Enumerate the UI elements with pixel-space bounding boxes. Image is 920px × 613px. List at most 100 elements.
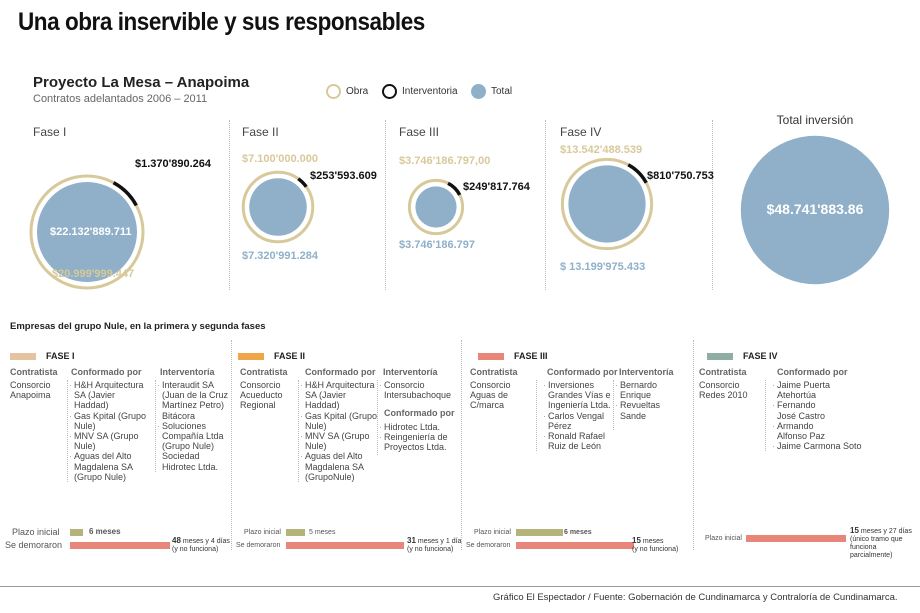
list-item: Jaime Puerta Atehortúa <box>772 380 836 400</box>
demora-label: Se demoraron <box>466 542 511 549</box>
phase-4-interventoria-label: $810'750.753 <box>647 170 714 182</box>
demora-note: (y no funciona) <box>632 546 679 553</box>
phase-4-total-label: $ 13.199'975.433 <box>560 261 646 273</box>
phase-4-label: Fase IV <box>560 125 602 139</box>
phase-1-total-label: $22.132'889.711 <box>50 226 132 238</box>
phase-3-obra-label: $3.746'186.797,00 <box>399 155 491 167</box>
plazo-number: 15 <box>850 526 859 535</box>
phase-1-interventoria-label: $1.370'890.264 <box>135 158 212 170</box>
divider <box>545 120 546 290</box>
demora-text: meses y 1 día <box>417 538 462 545</box>
list-item: Interaudit SA (Juan de la Cruz Martínez … <box>157 380 230 421</box>
contratista-value: Consorcio Redes 2010 <box>699 380 748 401</box>
plazo-label: Plazo inicial <box>705 535 742 542</box>
phase-3-plazo-bar <box>516 529 564 536</box>
fase-1-swatch <box>10 352 36 360</box>
phase-4-plazo-value: 15 meses y 27 días (único tramo que funci… <box>850 527 918 560</box>
phase-2-plazo-bar <box>286 529 306 536</box>
phase-4-total-bubble <box>568 165 646 243</box>
list-item: Carlos Vengal Pérez <box>543 411 614 431</box>
fase-1-header: FASE I <box>10 351 75 361</box>
interventoria-header: Interventoría <box>383 367 438 377</box>
demora-text: meses <box>642 538 664 545</box>
divider <box>385 120 386 290</box>
list-item: H&H Arquitectura SA (Javier Haddad) <box>300 380 378 411</box>
phase-3-total-label: $3.746'186.797 <box>399 239 476 251</box>
list-item: Aguas del Alto Magdalena SA (Grupo Nule) <box>69 451 152 482</box>
list-item: Soluciones Compañía Ltda (Grupo Nule) So… <box>157 421 230 472</box>
total-dot-icon <box>471 84 486 99</box>
interventoria-list: Bernardo Enrique Revueltas Sande <box>613 380 673 430</box>
divider <box>693 340 694 550</box>
footer-divider <box>0 586 920 587</box>
conformado-list: H&H Arquitectura SA (Javier Haddad) Gas … <box>67 380 152 483</box>
legend-total: Total <box>471 84 512 99</box>
fase-2-swatch <box>238 352 264 360</box>
phase-2-obra-ring <box>241 170 315 244</box>
fase-4-header: FASE IV <box>707 351 778 361</box>
contratista-value: Consorcio Acueducto Regional <box>240 380 283 411</box>
phase-1-demora-value: 48 meses y 4 días (y no funciona) <box>172 537 230 554</box>
obra-ring-icon <box>326 84 341 99</box>
phase-2-obra-label: $7.100'000.000 <box>242 153 319 165</box>
conformado-header: Conformado por <box>305 367 376 377</box>
phase-3-label: Fase III <box>399 125 440 139</box>
grand-total-label: $48.741'883.86 <box>766 201 864 217</box>
project-subtitle: Contratos adelantados 2006 – 2011 <box>33 93 208 105</box>
phase-1-total-bubble <box>37 182 137 282</box>
fase-3-header: FASE III <box>478 351 548 361</box>
list-item: Armando Alfonso Paz <box>772 421 836 441</box>
fase-4-name: FASE IV <box>743 351 778 361</box>
phase-1-label: Fase I <box>33 125 67 139</box>
interventoria-header: Interventoría <box>619 367 674 377</box>
plazo-note: (único tramo que funciona parcialmente) <box>850 536 903 559</box>
divider <box>461 340 462 550</box>
legend-interventoria: Interventoria <box>382 84 458 99</box>
legend-obra: Obra <box>326 84 368 99</box>
demora-number: 15 <box>632 536 641 545</box>
phase-2-total-label: $7.320'991.284 <box>242 250 319 262</box>
plazo-label: Plazo inicial <box>474 529 511 536</box>
phase-1-interventoria-arc <box>112 181 138 207</box>
list-item: Inversiones Grandes Vías e Ingeniería Lt… <box>543 380 614 411</box>
list-item: Aguas del Alto Magdalena SA (GrupoNule) <box>300 451 378 482</box>
divider <box>231 340 232 550</box>
phase-4-interventoria-arc <box>627 163 648 184</box>
phase-2-label: Fase II <box>242 125 279 139</box>
conformado-header: Conformado por <box>384 408 455 419</box>
demora-note: (y no funciona) <box>407 546 454 553</box>
list-item: Fernando José Castro <box>772 400 836 420</box>
conformado-list: H&H Arquitectura SA (Javier Haddad) Gas … <box>298 380 378 483</box>
contratista-value: Consorcio Anapoima <box>10 380 51 401</box>
plazo-text: meses y 27 días <box>860 528 912 535</box>
phase-1-plazo-value: 6 meses <box>89 527 121 536</box>
phase-3-obra-ring <box>407 178 465 236</box>
phase-2-plazo-value: 5 meses <box>309 529 336 536</box>
list-item: MNV SA (Grupo Nule) <box>69 431 152 451</box>
fase-4-swatch <box>707 352 733 360</box>
legend-obra-label: Obra <box>346 86 369 97</box>
fase-3-swatch <box>478 352 504 360</box>
conformado-list: Inversiones Grandes Vías e Ingeniería Lt… <box>536 380 614 452</box>
project-title: Proyecto La Mesa – Anapoima <box>33 74 250 91</box>
contratista-value: Consorcio Aguas de C/marca <box>470 380 511 411</box>
divider <box>229 120 230 290</box>
phase-2-demora-bar <box>286 542 404 549</box>
phase-3-demora-bar <box>516 542 634 549</box>
grand-total-bubble <box>740 135 890 285</box>
phase-2-demora-value: 31 meses y 1 día (y no funciona) <box>407 537 461 554</box>
legend-total-label: Total <box>491 86 513 97</box>
companies-title: Empresas del grupo Nule, en la primera y… <box>10 321 266 332</box>
interventoria-ring-icon <box>382 84 397 99</box>
list-item: Ronald Rafael Ruiz de León <box>543 431 614 451</box>
list-item: Consorcio Intersubachoque <box>379 380 457 400</box>
phase-3-plazo-value: 6 meses <box>564 529 592 536</box>
list-item: MNV SA (Grupo Nule) <box>300 431 378 451</box>
phase-4-plazo-bar <box>746 535 846 542</box>
contratista-header: Contratista <box>699 367 747 377</box>
source-credit: Gráfico El Espectador / Fuente: Gobernac… <box>493 592 898 603</box>
conformado-header: Conformado por <box>71 367 142 377</box>
list-item: Bernardo Enrique <box>615 380 673 400</box>
list-item: Gas Kpital (Grupo Nule) <box>300 411 378 431</box>
plazo-label: Plazo inicial <box>12 527 60 537</box>
